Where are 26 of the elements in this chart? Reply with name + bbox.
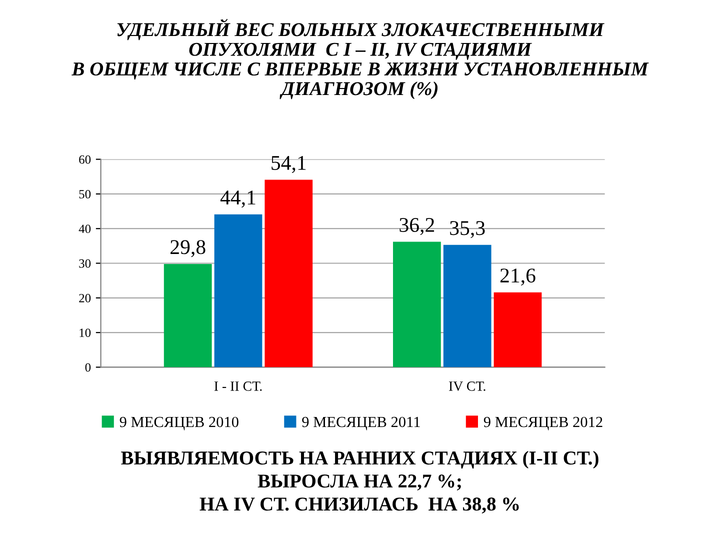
bar	[443, 244, 492, 368]
y-tick-label: 60	[79, 155, 91, 164]
x-tick-label: I - II СТ.	[214, 382, 262, 391]
data-label: 54,1	[272, 156, 306, 173]
text: ВЫЯВЛЯЕМОСТЬ НА РАННИХ СТАДИЯХ (I-II СТ.) ВЫРОСЛА НА 22,7 %; НА IV СТ. СНИЗИЛАСЬ НА 38,8 %	[121, 450, 598, 514]
data-label: 44,1	[220, 190, 256, 208]
legend-label: 9 МЕСЯЦЕВ 2010	[120, 416, 238, 430]
data-label: 35,3	[450, 221, 485, 238]
bar	[264, 180, 313, 368]
x-tick-label: IV СТ.	[448, 382, 486, 391]
legend-label: 9 МЕСЯЦЕВ 2011	[302, 416, 420, 430]
bar	[393, 242, 441, 368]
bar	[494, 292, 542, 368]
y-tick-label: 10	[80, 328, 91, 338]
legend-label: 9 МЕСЯЦЕВ 2012	[484, 416, 602, 430]
bar	[164, 264, 212, 368]
data-label: 29,8	[170, 240, 206, 258]
bar	[214, 214, 262, 368]
y-tick-label: 20	[79, 294, 91, 302]
y-tick-label: 50	[79, 190, 91, 198]
y-tick-label: 40	[78, 224, 91, 234]
data-label: 21,6	[500, 268, 536, 286]
y-tick-label: 0	[85, 363, 91, 372]
chart-title: УДЕЛЬНЫЙ ВЕС БОЛЬНЫХ ЗЛОКАЧЕСТВЕННЫМИ ОПУХОЛЯМИ С I – II, IV СТАДИЯМИ В ОБЩЕМ ЧИСЛЕ С ВПЕРВЫЕ В ЖИЗНИ УСТАНОВЛЕННЫМ ДИАГНОЗОМ (%)	[72, 18, 649, 100]
y-tick-label: 30	[79, 259, 91, 268]
data-label: 36,2	[400, 218, 434, 235]
